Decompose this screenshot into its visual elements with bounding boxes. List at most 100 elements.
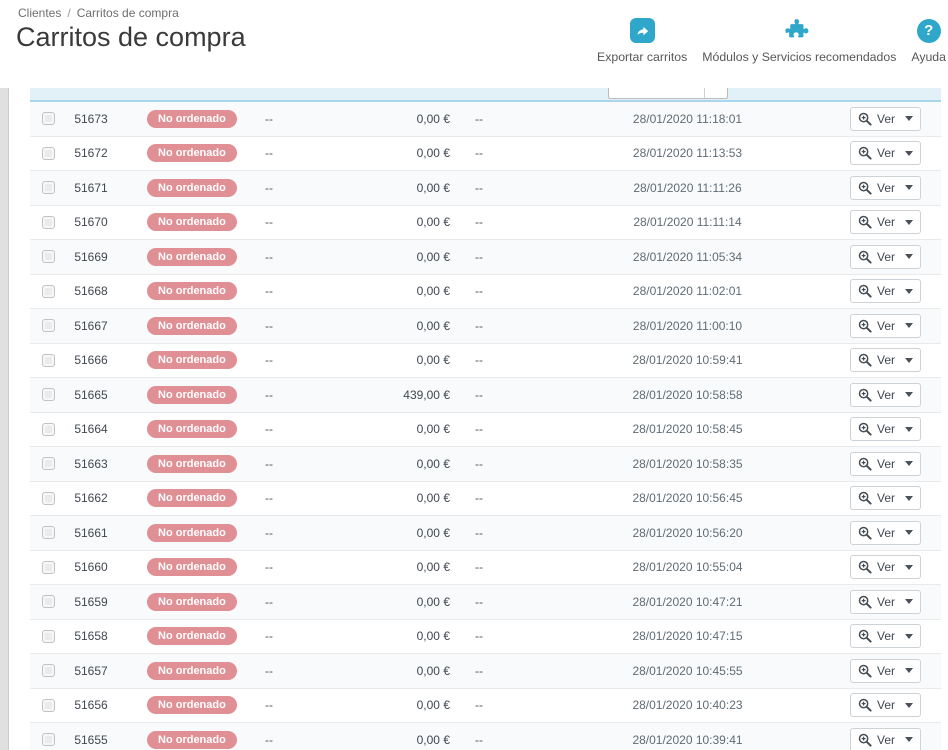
table-row: 51672 No ordenado -- 0,00 € -- 28/01/2020 11:…	[30, 136, 941, 171]
row-checkbox[interactable]	[41, 112, 55, 126]
view-button-label: Ver	[876, 456, 895, 471]
table-row: 51668 No ordenado -- 0,00 € -- 28/01/2020 11:…	[30, 274, 941, 309]
view-button[interactable]: Ver	[849, 693, 921, 718]
actions-cell: Ver	[830, 141, 941, 166]
chevron-down-icon[interactable]	[905, 495, 913, 501]
chevron-down-icon[interactable]	[905, 185, 913, 191]
view-button[interactable]: Ver	[849, 555, 921, 580]
actions-cell: Ver	[830, 210, 941, 235]
view-button[interactable]: Ver	[849, 624, 921, 649]
row-checkbox[interactable]	[41, 422, 55, 436]
view-button[interactable]: Ver	[849, 486, 921, 511]
view-button[interactable]: Ver	[849, 313, 921, 338]
carrier-cell: --	[475, 249, 483, 264]
cart-id: 51670	[74, 215, 108, 230]
chevron-down-icon[interactable]	[905, 392, 913, 398]
cart-date: 28/01/2020 11:00:10	[632, 318, 743, 333]
view-button[interactable]: Ver	[849, 141, 921, 166]
row-checkbox-cell	[30, 733, 60, 747]
view-button[interactable]: Ver	[849, 520, 921, 545]
row-checkbox[interactable]	[41, 181, 55, 195]
view-button[interactable]: Ver	[849, 451, 921, 476]
cart-date: 28/01/2020 10:55:04	[632, 560, 743, 575]
row-checkbox[interactable]	[41, 353, 55, 367]
zoom-in-icon	[858, 147, 872, 160]
calendar-button-divider	[704, 88, 705, 98]
chevron-down-icon[interactable]	[905, 150, 913, 156]
row-checkbox[interactable]	[41, 698, 55, 712]
view-button[interactable]: Ver	[849, 175, 921, 200]
view-button[interactable]: Ver	[849, 589, 921, 614]
view-button[interactable]: Ver	[849, 348, 921, 373]
cart-id: 51671	[74, 180, 108, 195]
status-badge: No ordenado	[147, 489, 237, 508]
cart-total: 0,00 €	[416, 594, 450, 609]
view-button[interactable]: Ver	[849, 382, 921, 407]
status-badge: No ordenado	[147, 282, 237, 301]
row-checkbox[interactable]	[41, 457, 55, 471]
chevron-down-icon[interactable]	[905, 323, 913, 329]
view-button[interactable]: Ver	[849, 210, 921, 235]
cart-total: 0,00 €	[416, 491, 450, 506]
cart-date: 28/01/2020 10:58:45	[632, 422, 743, 437]
chevron-down-icon[interactable]	[905, 737, 913, 743]
actions-cell: Ver	[830, 175, 941, 200]
row-checkbox-cell	[30, 319, 60, 333]
chevron-down-icon[interactable]	[905, 219, 913, 225]
view-button[interactable]: Ver	[849, 106, 921, 131]
breadcrumb-parent[interactable]: Clientes	[18, 6, 62, 20]
actions-cell: Ver	[830, 693, 941, 718]
chevron-down-icon[interactable]	[905, 461, 913, 467]
row-checkbox[interactable]	[41, 664, 55, 678]
cart-total: 0,00 €	[416, 215, 450, 230]
chevron-down-icon[interactable]	[905, 288, 913, 294]
zoom-in-icon	[858, 250, 872, 264]
row-checkbox[interactable]	[41, 250, 55, 264]
table-row: 51662 No ordenado -- 0,00 € -- 28/01/2020 10:…	[30, 481, 941, 516]
row-checkbox[interactable]	[41, 526, 55, 540]
row-checkbox[interactable]	[41, 388, 55, 402]
row-checkbox[interactable]	[41, 284, 55, 298]
row-checkbox[interactable]	[41, 629, 55, 643]
row-checkbox[interactable]	[41, 215, 55, 229]
carrier-cell: --	[475, 387, 483, 402]
row-checkbox[interactable]	[41, 733, 55, 747]
status-badge: No ordenado	[147, 592, 237, 611]
chevron-down-icon[interactable]	[905, 426, 913, 432]
row-checkbox[interactable]	[41, 595, 55, 609]
chevron-down-icon[interactable]	[905, 633, 913, 639]
status-badge: No ordenado	[147, 144, 237, 163]
zoom-in-icon	[858, 181, 872, 195]
row-checkbox-cell	[30, 698, 60, 712]
carrier-cell: --	[475, 629, 483, 644]
chevron-down-icon[interactable]	[905, 702, 913, 708]
row-checkbox-cell	[30, 181, 60, 195]
cart-date: 28/01/2020 11:02:01	[632, 284, 743, 299]
view-button[interactable]: Ver	[849, 244, 921, 269]
chevron-down-icon[interactable]	[905, 668, 913, 674]
modules-services-label: Módulos y Servicios recomendados	[702, 50, 897, 64]
view-button[interactable]: Ver	[849, 279, 921, 304]
row-checkbox[interactable]	[41, 491, 55, 505]
row-checkbox[interactable]	[41, 319, 55, 333]
export-carts-button[interactable]: Exportar carritos	[597, 18, 687, 64]
chevron-down-icon[interactable]	[905, 599, 913, 605]
modules-services-button[interactable]: Módulos y Servicios recomendados	[702, 18, 896, 64]
chevron-down-icon[interactable]	[905, 530, 913, 536]
cart-date: 28/01/2020 10:40:23	[632, 698, 743, 713]
customer-cell: --	[265, 318, 273, 333]
row-checkbox[interactable]	[41, 560, 55, 574]
cart-id: 51655	[74, 732, 108, 747]
chevron-down-icon[interactable]	[905, 254, 913, 260]
chevron-down-icon[interactable]	[905, 116, 913, 122]
view-button[interactable]: Ver	[849, 417, 921, 442]
date-filter-input[interactable]	[608, 88, 728, 99]
carrier-cell: --	[475, 180, 483, 195]
help-button[interactable]: ? Ayuda	[911, 19, 946, 64]
view-button[interactable]: Ver	[849, 727, 921, 750]
chevron-down-icon[interactable]	[905, 357, 913, 363]
view-button[interactable]: Ver	[849, 658, 921, 683]
cart-date: 28/01/2020 10:59:41	[632, 353, 743, 368]
row-checkbox[interactable]	[41, 146, 55, 160]
chevron-down-icon[interactable]	[905, 564, 913, 570]
